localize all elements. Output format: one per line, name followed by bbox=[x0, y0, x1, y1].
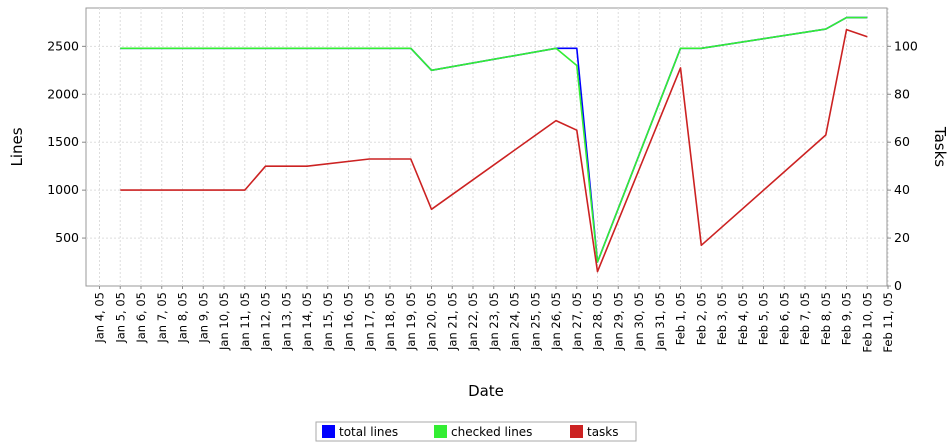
x-axis-title: Date bbox=[468, 382, 504, 400]
x-tick-label: Jan 21, 05 bbox=[445, 292, 459, 351]
x-tick-label: Feb 3, 05 bbox=[715, 292, 729, 345]
x-tick-label: Feb 6, 05 bbox=[777, 292, 791, 345]
x-tick-label: Jan 14, 05 bbox=[300, 292, 314, 351]
y2-tick-label: 20 bbox=[894, 230, 910, 245]
legend-label-total-lines: total lines bbox=[339, 425, 398, 439]
y2-tick-label: 60 bbox=[894, 134, 910, 149]
x-tick-label: Jan 20, 05 bbox=[425, 292, 439, 351]
x-tick-label: Feb 7, 05 bbox=[798, 292, 812, 345]
y-axis-title: Lines bbox=[8, 127, 26, 166]
y-axis-right: 0 20 40 60 80 100 bbox=[887, 38, 918, 293]
x-tick-label: Jan 6, 05 bbox=[134, 292, 148, 344]
x-tick-label: Feb 1, 05 bbox=[674, 292, 688, 345]
series-line-tasks bbox=[120, 28, 868, 273]
x-tick-label: Jan 29, 05 bbox=[611, 292, 625, 351]
x-tick-label: Feb 2, 05 bbox=[694, 292, 708, 345]
x-tick-label: Jan 5, 05 bbox=[113, 292, 127, 344]
x-tick-label: Jan 23, 05 bbox=[487, 292, 501, 351]
series-layer bbox=[120, 16, 868, 273]
x-tick-label: Jan 27, 05 bbox=[570, 292, 584, 351]
x-tick-label: Jan 9, 05 bbox=[196, 292, 210, 344]
legend-swatch-tasks bbox=[570, 425, 583, 438]
legend-swatch-checked-lines bbox=[434, 425, 447, 438]
y2-axis-title: Tasks bbox=[931, 126, 949, 167]
x-tick-label: Jan 7, 05 bbox=[155, 292, 169, 344]
x-tick-label: Jan 22, 05 bbox=[466, 292, 480, 351]
x-axis: Jan 4, 05 Jan 5, 05 Jan 6, 05 Jan 7, 05 Jan … bbox=[93, 286, 895, 353]
y2-tick-label: 0 bbox=[894, 278, 902, 293]
x-tick-label: Feb 4, 05 bbox=[736, 292, 750, 345]
x-tick-label: Jan 17, 05 bbox=[362, 292, 376, 351]
x-tick-label: Jan 30, 05 bbox=[632, 292, 646, 351]
legend-label-tasks: tasks bbox=[587, 425, 619, 439]
series-line-checked-lines bbox=[120, 16, 868, 263]
x-tick-label: Jan 10, 05 bbox=[217, 292, 231, 351]
y-tick-label: 2000 bbox=[47, 86, 79, 101]
legend-label-checked-lines: checked lines bbox=[451, 425, 532, 439]
y-axis-left: 500 1000 1500 2000 2500 bbox=[47, 38, 86, 245]
x-tick-label: Jan 12, 05 bbox=[259, 292, 273, 351]
y2-tick-label: 100 bbox=[894, 38, 918, 53]
legend-box bbox=[315, 421, 637, 442]
x-tick-label: Jan 15, 05 bbox=[321, 292, 335, 351]
plot-area bbox=[85, 7, 888, 287]
x-tick-label: Jan 19, 05 bbox=[404, 292, 418, 351]
x-tick-label: Feb 8, 05 bbox=[819, 292, 833, 345]
x-tick-label: Jan 11, 05 bbox=[238, 292, 252, 351]
x-tick-label: Jan 16, 05 bbox=[342, 292, 356, 351]
x-tick-label: Jan 25, 05 bbox=[528, 292, 542, 351]
y2-tick-label: 80 bbox=[894, 86, 910, 101]
y2-tick-label: 40 bbox=[894, 182, 910, 197]
x-tick-label: Feb 9, 05 bbox=[840, 292, 854, 345]
x-tick-label: Jan 24, 05 bbox=[508, 292, 522, 351]
x-tick-label: Jan 26, 05 bbox=[549, 292, 563, 351]
y-tick-label: 2500 bbox=[47, 38, 79, 53]
y-tick-label: 1500 bbox=[47, 134, 79, 149]
y-tick-label: 500 bbox=[55, 230, 79, 245]
x-tick-label: Jan 18, 05 bbox=[383, 292, 397, 351]
y-tick-label: 1000 bbox=[47, 182, 79, 197]
x-tick-label: Jan 31, 05 bbox=[653, 292, 667, 351]
x-tick-label: Feb 10, 05 bbox=[860, 292, 874, 353]
x-tick-label: Jan 8, 05 bbox=[176, 292, 190, 344]
legend: total lines checked lines tasks bbox=[315, 421, 637, 442]
x-tick-label: Feb 11, 05 bbox=[881, 292, 895, 353]
x-tick-label: Jan 28, 05 bbox=[591, 292, 605, 351]
x-tick-label: Feb 5, 05 bbox=[757, 292, 771, 345]
x-tick-label: Jan 4, 05 bbox=[93, 292, 107, 344]
x-tick-label: Jan 13, 05 bbox=[279, 292, 293, 351]
legend-swatch-total-lines bbox=[322, 425, 335, 438]
